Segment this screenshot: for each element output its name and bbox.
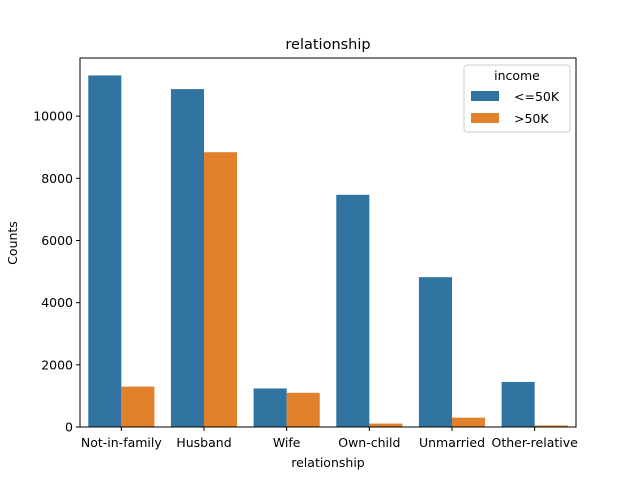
bar-wife-gt50k xyxy=(286,392,320,427)
x-tick-label-husband: Husband xyxy=(176,435,231,450)
bar-wife-lte50k xyxy=(253,388,287,427)
y-tick-label: 8000 xyxy=(41,171,73,186)
bar-other-relative-lte50k xyxy=(501,381,535,427)
bar-other-relative-gt50k xyxy=(534,425,568,427)
bar-own-child-lte50k xyxy=(336,194,370,427)
legend: income <=50K >50K xyxy=(463,64,571,133)
y-tick-label: 2000 xyxy=(41,357,73,372)
bar-husband-gt50k xyxy=(204,152,238,427)
x-tick-label-other-relative: Other-relative xyxy=(491,435,578,450)
y-tick-label: 6000 xyxy=(41,233,73,248)
x-tick-label-wife: Wife xyxy=(273,435,301,450)
bar-own-child-gt50k xyxy=(369,423,403,427)
bars-group xyxy=(88,75,568,427)
legend-swatch-lte50k xyxy=(471,91,499,101)
y-axis-label: Counts xyxy=(5,221,20,265)
bar-husband-lte50k xyxy=(170,89,204,427)
bar-unmarried-lte50k xyxy=(418,277,452,427)
legend-title: income xyxy=(494,68,540,83)
legend-swatch-gt50k xyxy=(471,113,499,123)
legend-label-gt50k: >50K xyxy=(514,111,549,126)
y-tick-label: 0 xyxy=(65,420,73,435)
x-tick-label-own-child: Own-child xyxy=(338,435,400,450)
y-tick-label: 10000 xyxy=(33,109,73,124)
plot-frame xyxy=(79,57,577,428)
x-tick-label-not-in-family: Not-in-family xyxy=(81,435,162,450)
bar-unmarried-gt50k xyxy=(452,417,486,427)
x-axis-label: relationship xyxy=(291,455,365,470)
bar-not-in-family-gt50k xyxy=(121,386,155,427)
axes-group: 0 2000 4000 6000 8000 10000 Not-in-family Husba… xyxy=(33,57,578,450)
bar-not-in-family-lte50k xyxy=(88,75,122,427)
legend-label-lte50k: <=50K xyxy=(514,89,560,104)
x-tick-label-unmarried: Unmarried xyxy=(419,435,485,450)
chart-title: relationship xyxy=(285,37,370,53)
y-tick-label: 4000 xyxy=(41,295,73,310)
